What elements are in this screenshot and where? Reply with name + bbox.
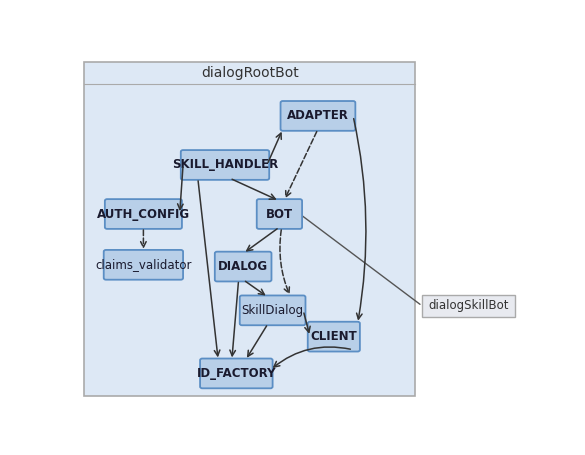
Bar: [84, 61, 415, 396]
FancyBboxPatch shape: [240, 295, 305, 325]
Text: AUTH_CONFIG: AUTH_CONFIG: [97, 207, 190, 221]
Text: DIALOG: DIALOG: [218, 260, 268, 273]
Text: SkillDialog: SkillDialog: [242, 304, 304, 317]
Text: BOT: BOT: [266, 207, 293, 221]
FancyBboxPatch shape: [308, 322, 360, 352]
FancyBboxPatch shape: [181, 150, 269, 180]
FancyBboxPatch shape: [104, 250, 183, 280]
FancyBboxPatch shape: [105, 199, 182, 229]
Bar: [422, 294, 515, 318]
Text: ADAPTER: ADAPTER: [287, 109, 349, 122]
Text: dialogSkillBot: dialogSkillBot: [428, 299, 509, 313]
FancyBboxPatch shape: [257, 199, 302, 229]
Text: ID_FACTORY: ID_FACTORY: [197, 367, 276, 380]
Text: CLIENT: CLIENT: [311, 330, 357, 343]
Text: dialogRootBot: dialogRootBot: [201, 66, 299, 80]
FancyBboxPatch shape: [200, 359, 273, 388]
FancyBboxPatch shape: [281, 101, 355, 131]
FancyBboxPatch shape: [215, 252, 271, 282]
Text: claims_validator: claims_validator: [95, 258, 192, 271]
Text: SKILL_HANDLER: SKILL_HANDLER: [172, 158, 278, 172]
